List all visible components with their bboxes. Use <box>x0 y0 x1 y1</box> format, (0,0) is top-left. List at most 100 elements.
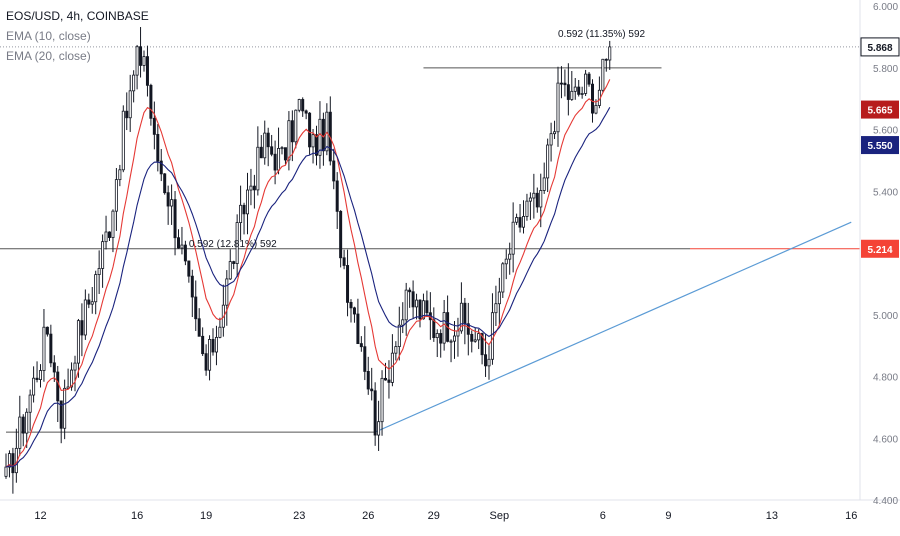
price-tick-label: 5.400 <box>873 187 898 198</box>
candle <box>587 71 591 87</box>
price-tick-label: 6.000 <box>873 2 898 13</box>
candle-body <box>604 58 608 61</box>
candle <box>149 83 153 126</box>
candle-body <box>373 390 377 436</box>
candle-body <box>314 134 318 156</box>
candle-body <box>235 222 239 264</box>
candle-body <box>490 312 494 360</box>
candle <box>197 308 201 337</box>
candle <box>463 297 467 345</box>
time-axis: 12 16 19 23 26 29 Sep 6 9 13 16 <box>34 510 857 522</box>
ema-lines <box>5 79 611 468</box>
candle-body <box>80 320 84 336</box>
candle-body <box>484 354 488 367</box>
candle-body <box>411 291 415 308</box>
candle-body <box>432 319 436 339</box>
candle <box>56 365 60 422</box>
candle-body <box>346 265 350 303</box>
time-tick-label: 26 <box>362 510 374 522</box>
candle-body <box>566 84 570 100</box>
candle-body <box>32 377 36 396</box>
candle-body <box>56 371 60 402</box>
candle-body <box>301 99 305 112</box>
price-tick-label: 4.600 <box>873 434 898 445</box>
candle-body <box>11 453 15 474</box>
price-tick-label: 5.000 <box>873 311 898 322</box>
ema20-line <box>5 107 611 468</box>
candle <box>435 329 439 358</box>
candle <box>32 366 36 403</box>
candle-body <box>187 260 191 277</box>
candle-body <box>139 46 143 66</box>
candle <box>449 339 453 363</box>
candle-body <box>584 73 588 94</box>
candle-body <box>73 362 77 371</box>
candle <box>487 345 491 380</box>
candle-body <box>466 323 470 335</box>
candle-body <box>7 453 11 468</box>
candle <box>408 287 412 308</box>
price-axis: 6.000 5.800 5.600 5.400 5.000 4.800 4.600 4.400 <box>873 2 898 507</box>
candle-body <box>132 74 136 92</box>
candle-body <box>508 253 512 260</box>
candle-body <box>142 56 146 66</box>
candle <box>194 280 198 331</box>
candle-body <box>270 146 274 155</box>
candle-body <box>342 257 346 266</box>
candle-body <box>256 146 260 191</box>
candle <box>535 187 539 213</box>
candle <box>104 215 108 250</box>
measure-label-1[interactable]: 0.592 (12.81%) 592 <box>189 239 277 250</box>
candle <box>7 450 11 478</box>
candle <box>577 79 581 97</box>
candle-body <box>608 46 612 61</box>
price-tick-label: 5.800 <box>873 64 898 75</box>
candle-body <box>528 197 532 202</box>
candle-body <box>549 133 553 146</box>
candle-body <box>397 324 401 347</box>
candle <box>201 327 205 356</box>
candle <box>456 317 460 357</box>
candle-body <box>494 303 498 314</box>
candle <box>397 306 401 361</box>
candle-body <box>252 185 256 191</box>
candle <box>370 367 374 401</box>
candle <box>125 92 129 131</box>
candle <box>515 213 519 225</box>
candle <box>290 110 294 162</box>
trendline[interactable] <box>374 221 852 433</box>
candle <box>442 299 446 351</box>
candle <box>11 447 15 494</box>
ema20-legend[interactable]: EMA (20, close) <box>6 49 91 63</box>
horizontal-lines <box>0 46 860 433</box>
candle <box>159 148 163 182</box>
candle-body <box>459 302 463 332</box>
candle-body <box>401 319 405 326</box>
candle-body <box>390 352 394 383</box>
candle <box>321 112 325 166</box>
symbol-label[interactable]: EOS/USD, 4h, COINBASE <box>6 9 149 23</box>
candle-body <box>239 204 243 224</box>
candle-body <box>70 369 74 388</box>
candle-body <box>90 301 94 305</box>
candle-body <box>522 216 526 228</box>
candle <box>425 290 429 317</box>
candle <box>359 336 363 352</box>
svg-text:5.550: 5.550 <box>867 141 892 152</box>
candle <box>556 66 560 147</box>
measure-label-2[interactable]: 0.592 (11.35%) 592 <box>558 29 646 40</box>
candle-body <box>363 346 367 372</box>
candle <box>473 327 477 343</box>
time-tick-label: 13 <box>766 510 778 522</box>
candle <box>152 101 156 150</box>
candle <box>532 173 536 219</box>
ema10-legend[interactable]: EMA (10, close) <box>6 29 91 43</box>
candle <box>35 361 39 383</box>
candle <box>470 330 474 353</box>
candle <box>166 185 170 225</box>
candle-body <box>39 370 43 380</box>
candle <box>608 40 612 70</box>
candle <box>145 45 149 97</box>
